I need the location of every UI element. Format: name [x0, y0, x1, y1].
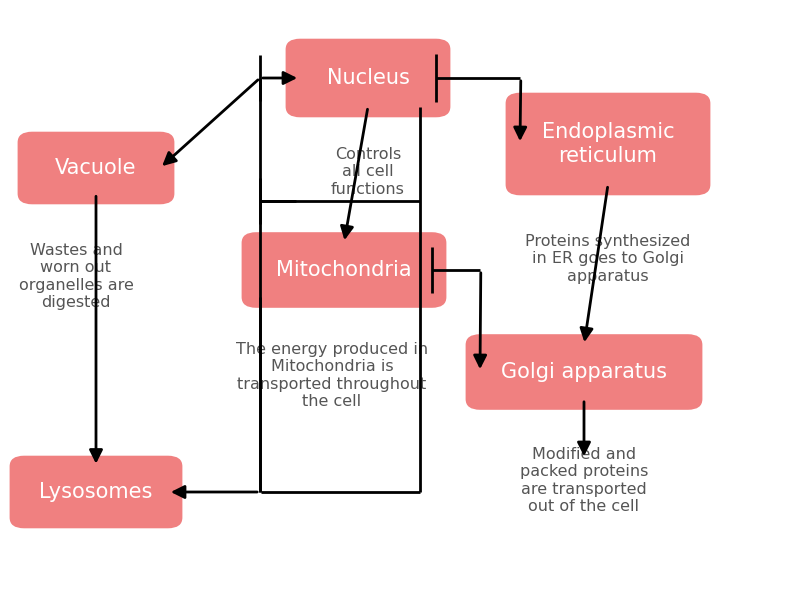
Text: Golgi apparatus: Golgi apparatus: [501, 362, 667, 382]
Text: Proteins synthesized
in ER goes to Golgi
apparatus: Proteins synthesized in ER goes to Golgi…: [526, 234, 690, 284]
Text: Endoplasmic
reticulum: Endoplasmic reticulum: [542, 122, 674, 166]
FancyBboxPatch shape: [506, 92, 710, 196]
Text: Lysosomes: Lysosomes: [39, 482, 153, 502]
Text: Nucleus: Nucleus: [326, 68, 410, 88]
Text: Modified and
packed proteins
are transported
out of the cell: Modified and packed proteins are transpo…: [520, 447, 648, 514]
FancyBboxPatch shape: [466, 334, 702, 410]
Text: The energy produced in
Mitochondria is
transported throughout
the cell: The energy produced in Mitochondria is t…: [236, 342, 428, 409]
FancyBboxPatch shape: [10, 456, 182, 529]
FancyBboxPatch shape: [18, 132, 174, 204]
Text: Vacuole: Vacuole: [55, 158, 137, 178]
FancyBboxPatch shape: [286, 38, 450, 118]
Text: Wastes and
worn out
organelles are
digested: Wastes and worn out organelles are diges…: [18, 243, 134, 310]
Text: Controls
all cell
functions: Controls all cell functions: [331, 147, 405, 197]
FancyBboxPatch shape: [242, 232, 446, 308]
Text: Mitochondria: Mitochondria: [276, 260, 412, 280]
